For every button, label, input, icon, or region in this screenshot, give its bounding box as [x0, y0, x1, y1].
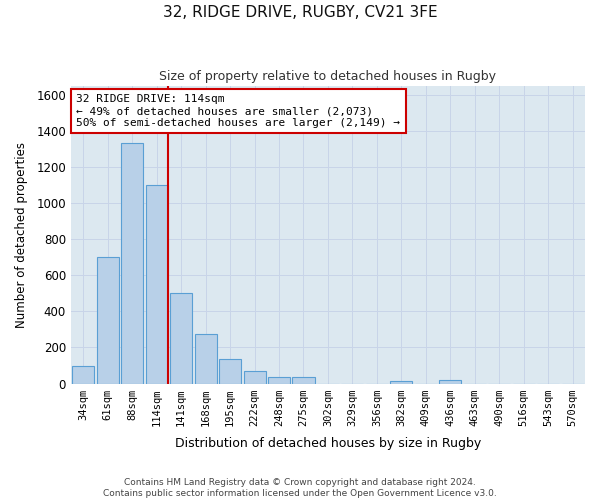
- X-axis label: Distribution of detached houses by size in Rugby: Distribution of detached houses by size …: [175, 437, 481, 450]
- Bar: [439, 380, 461, 384]
- Bar: [292, 377, 314, 384]
- Bar: [219, 359, 241, 384]
- Bar: [97, 257, 119, 384]
- Bar: [121, 144, 143, 384]
- Y-axis label: Number of detached properties: Number of detached properties: [15, 142, 28, 328]
- Title: Size of property relative to detached houses in Rugby: Size of property relative to detached ho…: [160, 70, 496, 83]
- Bar: [391, 381, 412, 384]
- Bar: [146, 185, 167, 384]
- Bar: [244, 371, 266, 384]
- Bar: [72, 366, 94, 384]
- Bar: [268, 377, 290, 384]
- Text: Contains HM Land Registry data © Crown copyright and database right 2024.
Contai: Contains HM Land Registry data © Crown c…: [103, 478, 497, 498]
- Bar: [170, 293, 192, 384]
- Text: 32 RIDGE DRIVE: 114sqm
← 49% of detached houses are smaller (2,073)
50% of semi-: 32 RIDGE DRIVE: 114sqm ← 49% of detached…: [76, 94, 400, 128]
- Bar: [194, 334, 217, 384]
- Text: 32, RIDGE DRIVE, RUGBY, CV21 3FE: 32, RIDGE DRIVE, RUGBY, CV21 3FE: [163, 5, 437, 20]
